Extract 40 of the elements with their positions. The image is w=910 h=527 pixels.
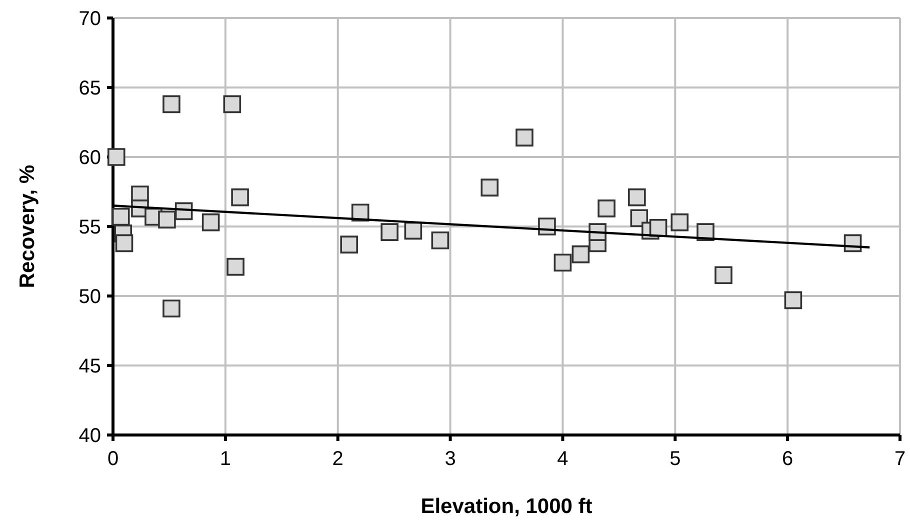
point: [226, 258, 244, 276]
point: [516, 128, 534, 146]
point: [202, 213, 220, 232]
point: [158, 210, 176, 228]
point: [714, 266, 732, 284]
point: [628, 188, 646, 206]
x-tick-label: 2: [332, 448, 344, 470]
point: [404, 222, 422, 240]
point: [784, 291, 802, 310]
x-tick-label: 5: [670, 448, 681, 470]
y-tick-label: 45: [78, 356, 101, 378]
x-tick-label: 1: [220, 448, 231, 470]
point: [112, 208, 130, 226]
y-tick-label: 60: [78, 147, 101, 169]
x-tick-label: 3: [444, 448, 456, 470]
x-axis-title: Elevation, 1000 ft: [420, 495, 592, 518]
point: [431, 232, 450, 250]
point: [670, 213, 689, 232]
point: [223, 95, 242, 114]
point: [340, 236, 358, 254]
point: [380, 223, 398, 241]
point: [572, 245, 590, 264]
point: [554, 254, 572, 272]
y-tick-label: 70: [78, 8, 101, 30]
point: [107, 148, 126, 166]
point: [162, 300, 180, 318]
y-axis-title: Recovery, %: [16, 164, 39, 288]
y-tick-label: 50: [78, 286, 101, 308]
y-tick-label: 40: [78, 425, 101, 447]
y-tick-label: 65: [78, 78, 101, 100]
x-tick-label: 4: [557, 448, 568, 470]
x-tick-label: 0: [107, 448, 119, 470]
point: [598, 200, 616, 218]
y-tick-label: 55: [78, 216, 101, 238]
point: [231, 188, 249, 206]
point: [162, 95, 180, 114]
x-tick-label: 6: [782, 448, 794, 470]
point: [115, 234, 134, 252]
point: [480, 178, 499, 196]
x-tick-label: 7: [894, 448, 906, 470]
